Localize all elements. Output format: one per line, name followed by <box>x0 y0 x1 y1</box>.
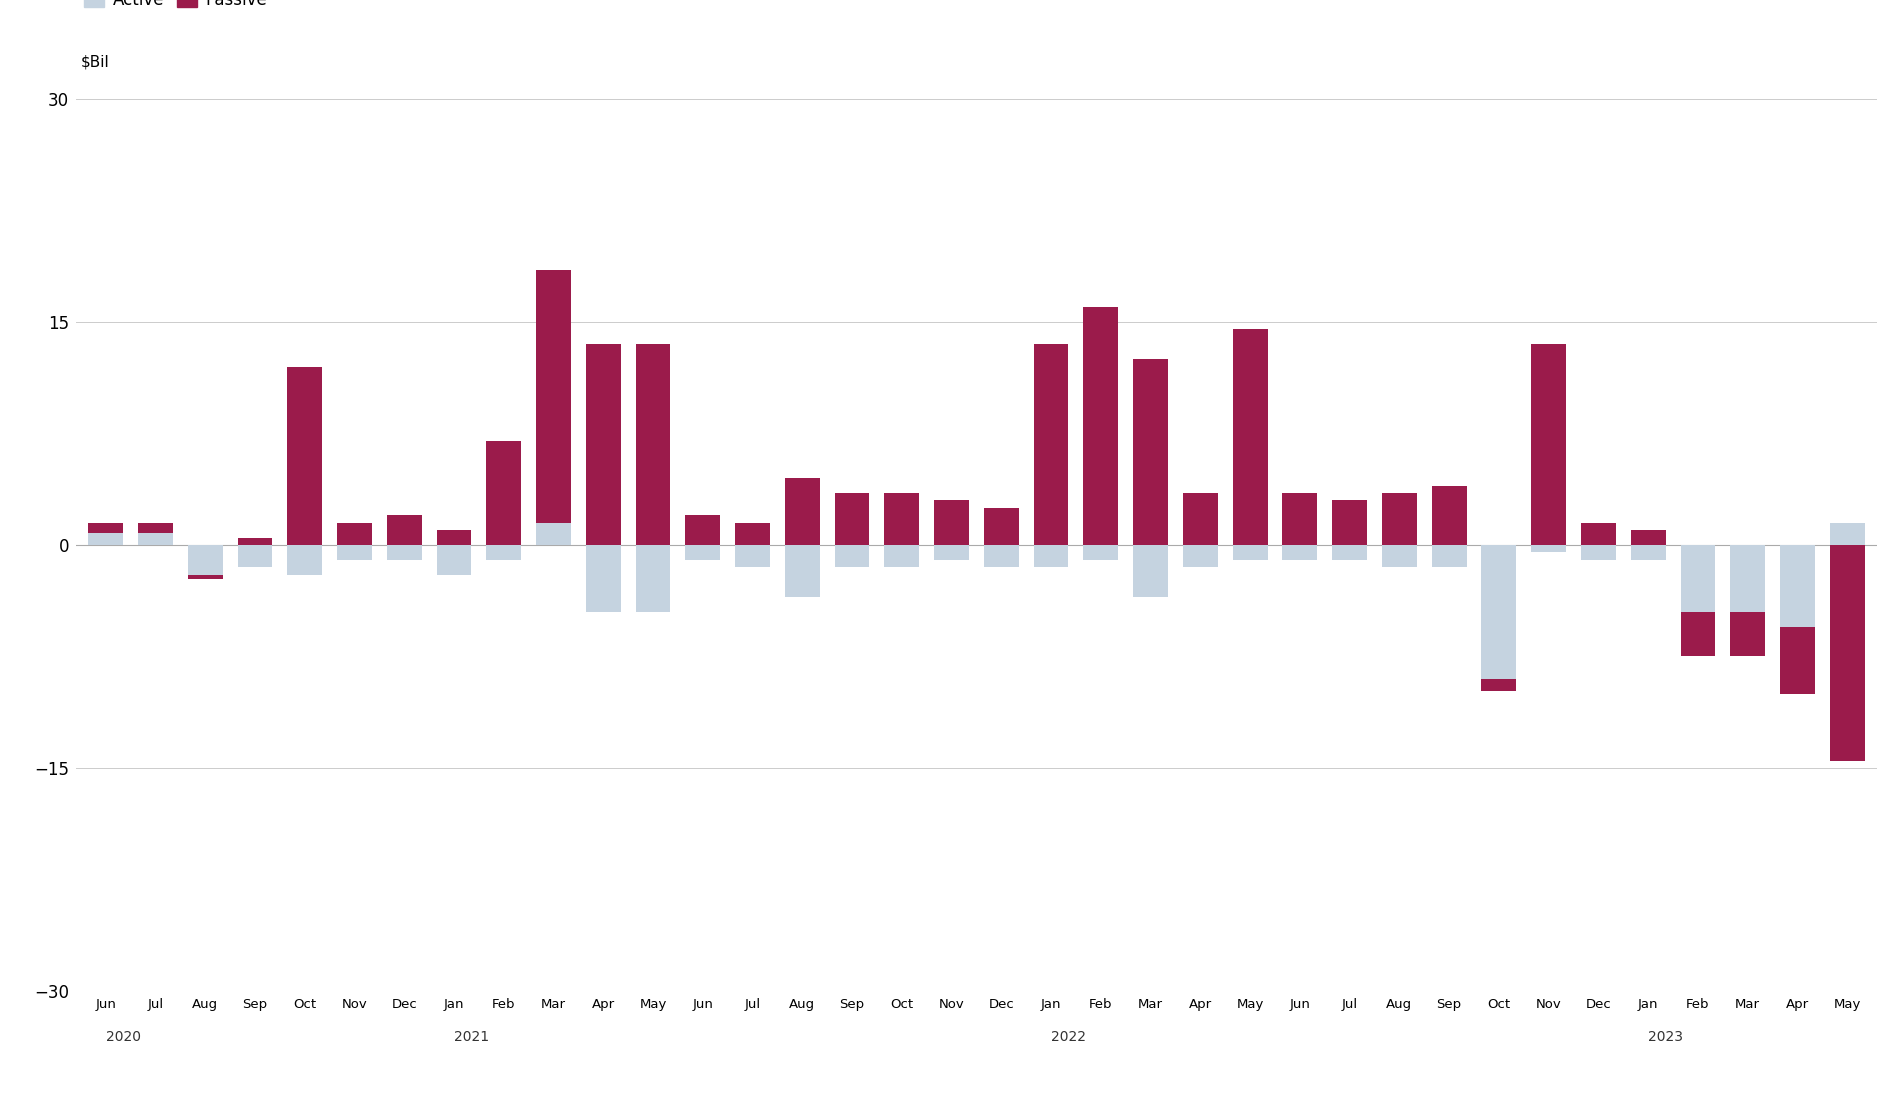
Bar <box>635 545 671 612</box>
Bar <box>1830 545 1864 761</box>
Bar <box>288 367 322 545</box>
Bar <box>586 345 620 545</box>
Bar <box>1680 545 1716 612</box>
Bar <box>337 545 372 560</box>
Bar <box>436 530 472 545</box>
Legend: Active, Passive: Active, Passive <box>83 0 267 10</box>
Text: $Bil: $Bil <box>82 54 110 69</box>
Bar <box>1134 359 1168 545</box>
Bar <box>1631 530 1665 545</box>
Bar <box>1033 545 1069 567</box>
Bar <box>188 545 222 575</box>
Bar <box>138 523 173 533</box>
Text: 2023: 2023 <box>1648 1029 1684 1044</box>
Bar <box>834 545 870 567</box>
Bar <box>537 270 571 523</box>
Bar <box>884 493 920 545</box>
Bar <box>1532 545 1566 553</box>
Bar <box>834 493 870 545</box>
Bar <box>1680 612 1716 656</box>
Bar <box>1382 493 1416 545</box>
Bar <box>1232 329 1268 545</box>
Bar <box>138 533 173 545</box>
Bar <box>1581 545 1615 560</box>
Bar <box>387 515 421 545</box>
Bar <box>1282 493 1318 545</box>
Bar <box>736 523 770 545</box>
Text: 2021: 2021 <box>453 1029 489 1044</box>
Bar <box>237 545 273 567</box>
Bar <box>89 523 123 533</box>
Bar <box>684 515 720 545</box>
Bar <box>1431 486 1466 545</box>
Bar <box>984 508 1018 545</box>
Bar <box>635 345 671 545</box>
Bar <box>487 545 521 560</box>
Bar <box>1830 523 1864 545</box>
Bar <box>337 523 372 545</box>
Bar <box>1532 345 1566 545</box>
Bar <box>1232 545 1268 560</box>
Bar <box>1731 612 1765 656</box>
Bar <box>1134 545 1168 597</box>
Bar <box>1282 545 1318 560</box>
Bar <box>884 545 920 567</box>
Bar <box>1631 545 1665 560</box>
Bar <box>1581 523 1615 545</box>
Bar <box>785 545 819 597</box>
Bar <box>935 545 969 560</box>
Bar <box>984 545 1018 567</box>
Bar <box>237 537 273 545</box>
Bar <box>1481 545 1517 678</box>
Bar <box>736 545 770 567</box>
Bar <box>1183 545 1217 567</box>
Bar <box>1083 307 1119 545</box>
Bar <box>1183 493 1217 545</box>
Bar <box>1333 545 1367 560</box>
Bar <box>1481 678 1517 690</box>
Bar <box>387 545 421 560</box>
Bar <box>586 545 620 612</box>
Bar <box>1780 545 1814 626</box>
Text: 2022: 2022 <box>1050 1029 1086 1044</box>
Bar <box>684 545 720 560</box>
Bar <box>288 545 322 575</box>
Bar <box>1382 545 1416 567</box>
Bar <box>1333 500 1367 545</box>
Bar <box>89 533 123 545</box>
Bar <box>1083 545 1119 560</box>
Bar <box>1780 626 1814 694</box>
Bar <box>436 545 472 575</box>
Bar <box>1431 545 1466 567</box>
Bar <box>188 575 222 579</box>
Bar <box>1033 345 1069 545</box>
Bar <box>487 442 521 545</box>
Text: 2020: 2020 <box>106 1029 140 1044</box>
Bar <box>537 523 571 545</box>
Bar <box>935 500 969 545</box>
Bar <box>1731 545 1765 612</box>
Bar <box>785 478 819 545</box>
